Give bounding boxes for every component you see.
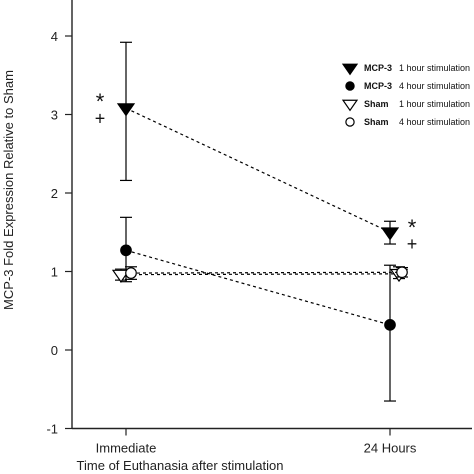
y-tick-label: 3: [51, 108, 58, 123]
legend-marker: [345, 117, 355, 127]
legend: MCP-3 1 hour stimulation MCP-3 4 hour stimu…: [341, 63, 470, 127]
data-point: [125, 267, 137, 279]
series-0: [116, 41, 400, 245]
annotation-label: *: [408, 215, 417, 240]
series-line: [125, 107, 391, 233]
data-point: [380, 227, 400, 241]
y-tick-label: 0: [51, 343, 58, 358]
series-layer: *+*+: [95, 41, 418, 402]
data-point: [384, 319, 396, 331]
legend-series-name: Sham: [364, 99, 389, 109]
series-line: [130, 271, 403, 274]
y-tick-label: -1: [46, 422, 58, 437]
series-1: [120, 216, 396, 402]
legend-item: Sham 1 hour stimulation: [341, 99, 470, 112]
legend-series-name: MCP-3: [364, 81, 392, 91]
legend-series-note: 1 hour stimulation: [399, 99, 470, 109]
annotation-label: +: [95, 108, 106, 128]
y-tick-label: 2: [51, 186, 58, 201]
data-point: [120, 244, 132, 257]
series-3: [125, 266, 408, 280]
data-point: [396, 266, 408, 279]
y-axis-label: MCP-3 Fold Expression Relative to Sham: [1, 70, 16, 310]
legend-marker: [345, 81, 355, 91]
series-line: [125, 249, 391, 326]
annotation-label: *: [96, 89, 105, 114]
legend-series-name: Sham: [364, 117, 389, 127]
x-axis-label: Time of Euthanasia after stimulation: [77, 458, 284, 473]
legend-marker: [341, 99, 359, 112]
y-tick-label: 1: [51, 265, 58, 280]
data-point: [116, 103, 136, 117]
legend-item: MCP-3 4 hour stimulation: [345, 81, 470, 91]
x-tick-label: Immediate: [96, 441, 157, 456]
legend-series-note: 4 hour stimulation: [399, 117, 470, 127]
legend-item: Sham 4 hour stimulation: [345, 117, 470, 127]
series-2: [111, 266, 409, 283]
legend-item: MCP-3 1 hour stimulation: [341, 63, 470, 76]
x-tick-label: 24 Hours: [364, 441, 417, 456]
series-line: [120, 273, 400, 276]
legend-series-note: 1 hour stimulation: [399, 63, 470, 73]
legend-marker: [341, 63, 359, 76]
legend-series-name: MCP-3: [364, 63, 392, 73]
data-point: [111, 269, 131, 283]
axes: -1 0 1 2 3 4 Immediate 24 Hours: [46, 0, 472, 456]
y-tick-label: 4: [51, 29, 58, 44]
legend-series-note: 4 hour stimulation: [399, 81, 470, 91]
annotation-label: +: [407, 234, 418, 254]
